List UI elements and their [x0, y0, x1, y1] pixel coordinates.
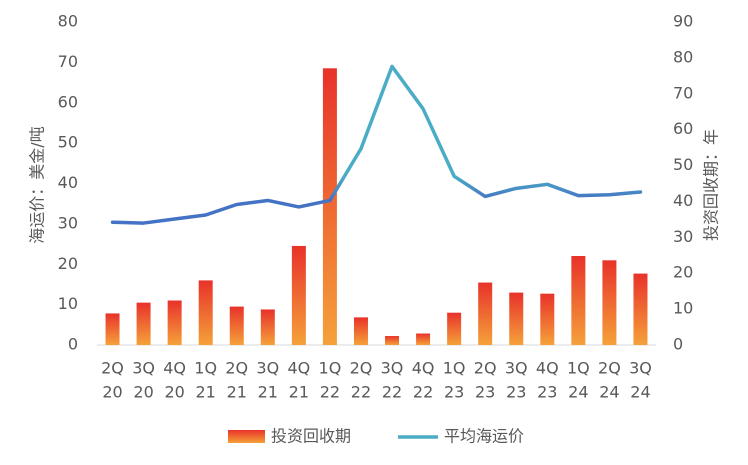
x-tick-label: 2Q	[101, 359, 124, 378]
bar	[447, 312, 462, 345]
x-tick-label: 20	[102, 383, 122, 402]
y-axis-label: 海运价：美金/吨	[28, 126, 47, 243]
x-tick-label: 3Q	[381, 359, 404, 378]
bar	[509, 292, 524, 345]
x-tick-label: 2Q	[225, 359, 248, 378]
bar	[198, 280, 213, 345]
x-tick-label: 1Q	[319, 359, 342, 378]
x-tick-label: 22	[413, 383, 433, 402]
x-tick-label: 1Q	[194, 359, 217, 378]
x-tick-label: 3Q	[629, 359, 652, 378]
bar	[136, 302, 151, 345]
x-tick-label: 4Q	[163, 359, 186, 378]
bar	[633, 273, 648, 345]
x-tick-label: 2Q	[598, 359, 621, 378]
legend-label: 平均海运价	[444, 427, 524, 446]
bar	[291, 245, 306, 345]
x-tick-label: 24	[599, 383, 619, 402]
x-tick-label: 20	[164, 383, 184, 402]
x-tick-label: 1Q	[443, 359, 466, 378]
bar	[540, 293, 555, 345]
x-tick-label: 23	[537, 383, 557, 402]
y2-tick-label: 60	[673, 119, 693, 138]
x-tick-label: 21	[196, 383, 216, 402]
x-tick-label: 1Q	[567, 359, 590, 378]
y-tick-label: 40	[58, 173, 78, 192]
x-tick-label: 20	[133, 383, 153, 402]
x-tick-label: 21	[227, 383, 247, 402]
bar	[416, 333, 431, 345]
legend-swatch	[228, 430, 265, 443]
x-tick-label: 22	[320, 383, 340, 402]
bar	[571, 255, 586, 345]
bar	[260, 309, 275, 345]
x-tick-label: 2Q	[350, 359, 373, 378]
y-tick-label: 0	[68, 335, 78, 354]
bar	[322, 68, 337, 346]
y2-tick-label: 40	[673, 191, 693, 210]
y-tick-label: 60	[58, 92, 78, 111]
x-tick-label: 21	[289, 383, 309, 402]
x-tick-label: 24	[630, 383, 650, 402]
x-tick-label: 2Q	[474, 359, 497, 378]
x-tick-label: 3Q	[256, 359, 279, 378]
y2-tick-label: 90	[673, 12, 693, 31]
x-tick-label: 23	[475, 383, 495, 402]
bar	[167, 300, 182, 345]
x-tick-label: 4Q	[287, 359, 310, 378]
x-tick-label: 4Q	[536, 359, 559, 378]
y2-tick-label: 20	[673, 263, 693, 282]
x-tick-label: 23	[444, 383, 464, 402]
x-tick-label: 24	[568, 383, 588, 402]
x-tick-label: 22	[351, 383, 371, 402]
x-tick-label: 23	[506, 383, 526, 402]
y-tick-label: 80	[58, 12, 78, 31]
bar	[385, 336, 400, 345]
bar	[478, 282, 493, 345]
y-tick-label: 30	[58, 213, 78, 232]
y-tick-label: 10	[58, 294, 78, 313]
y2-tick-label: 0	[673, 335, 683, 354]
bar	[229, 306, 244, 345]
legend-label: 投资回收期	[271, 427, 351, 446]
y2-tick-label: 10	[673, 299, 693, 318]
x-tick-label: 3Q	[132, 359, 155, 378]
bar	[353, 317, 368, 345]
y2-tick-label: 30	[673, 227, 693, 246]
bar	[105, 313, 120, 345]
x-tick-label: 4Q	[412, 359, 435, 378]
y-tick-label: 50	[58, 133, 78, 152]
y2-tick-label: 80	[673, 47, 693, 66]
y-tick-label: 20	[58, 254, 78, 273]
y2-axis-label: 投资回收期：年	[702, 129, 721, 241]
line-series	[110, 64, 643, 225]
x-tick-label: 3Q	[505, 359, 528, 378]
bar	[602, 260, 617, 345]
x-tick-label: 21	[258, 383, 278, 402]
x-tick-label: 22	[382, 383, 402, 402]
y-tick-label: 70	[58, 52, 78, 71]
y2-tick-label: 70	[673, 83, 693, 102]
y2-tick-label: 50	[673, 155, 693, 174]
